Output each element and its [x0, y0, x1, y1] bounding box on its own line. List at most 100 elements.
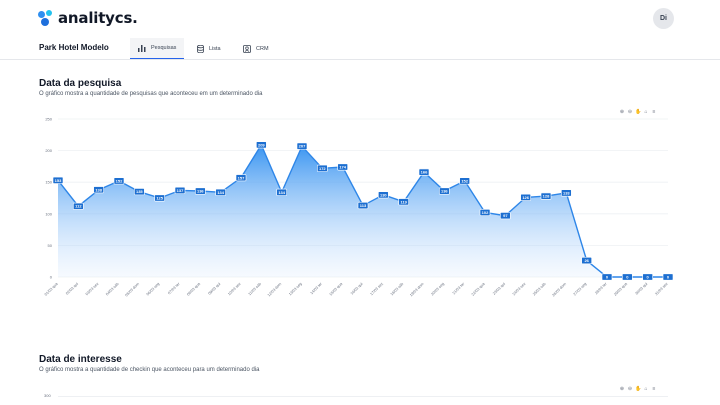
- data-label-box: [215, 188, 226, 196]
- data-label-box: [113, 177, 125, 185]
- hotel-name: Park Hotel Modelo: [39, 43, 109, 52]
- data-label-box: [418, 168, 430, 176]
- data-point[interactable]: 97: [500, 212, 511, 220]
- data-point[interactable]: 174: [337, 163, 348, 171]
- data-point[interactable]: 134: [215, 188, 226, 196]
- data-point[interactable]: 136: [195, 187, 206, 195]
- tab-label: Lista: [209, 45, 221, 52]
- data-point[interactable]: 209: [256, 141, 267, 149]
- data-label-box: [317, 164, 328, 172]
- y-tick-label: 150: [45, 180, 52, 185]
- data-label: 126: [522, 195, 529, 200]
- data-point[interactable]: 137: [174, 186, 186, 194]
- section-title-pesquisa: Data da pesquisa: [39, 78, 122, 89]
- logo-mark-icon: [38, 10, 54, 26]
- home-icon[interactable]: ⌂: [644, 386, 648, 392]
- data-label: 209: [258, 142, 265, 147]
- data-point[interactable]: 153: [52, 176, 64, 184]
- brand-logo[interactable]: analitycs.: [38, 9, 138, 27]
- data-point[interactable]: 0: [642, 273, 653, 281]
- data-label-box: [398, 198, 409, 206]
- data-point[interactable]: 102: [479, 209, 491, 217]
- x-tick-label: 31/03 sex: [654, 282, 669, 297]
- zoom-in-icon[interactable]: ⊕: [619, 109, 625, 115]
- x-tick-label: 15/03 qua: [329, 281, 344, 296]
- data-label: 0: [606, 275, 609, 280]
- x-tick-label: 21/03 ter: [452, 281, 466, 295]
- tab-pesquisas[interactable]: Pesquisas: [130, 38, 185, 59]
- zoom-out-icon[interactable]: ⊖: [627, 109, 633, 115]
- data-label: 26: [584, 258, 589, 263]
- data-point[interactable]: 128: [540, 192, 552, 200]
- logo-text: analitycs.: [58, 9, 138, 27]
- zoom-out-icon[interactable]: ⊖: [627, 386, 633, 392]
- data-point[interactable]: 157: [235, 174, 247, 182]
- x-tick-label: 09/03 qui: [207, 282, 221, 296]
- data-point[interactable]: 207: [296, 142, 308, 150]
- user-avatar[interactable]: Di: [653, 8, 674, 29]
- data-label-box: [439, 187, 450, 195]
- section-description-pesquisa: O gráfico mostra a quantidade de pesquis…: [39, 91, 263, 97]
- x-tick-label: 23/03 qui: [492, 282, 506, 296]
- pan-icon[interactable]: ✋: [635, 109, 642, 115]
- zoom-in-icon[interactable]: ⊕: [619, 386, 625, 392]
- data-label-box: [73, 202, 84, 210]
- data-point[interactable]: 166: [418, 168, 430, 176]
- data-label: 138: [95, 187, 102, 192]
- section-description-interesse: O gráfico mostra a quantidade de checkin…: [39, 367, 260, 373]
- data-label: 152: [116, 178, 123, 183]
- data-label: 112: [75, 204, 82, 209]
- grid-line: [58, 396, 668, 397]
- data-point[interactable]: 119: [398, 198, 409, 206]
- x-tick-label: 20/03 seg: [430, 282, 445, 297]
- data-point[interactable]: 113: [357, 202, 369, 210]
- data-point[interactable]: 26: [581, 257, 592, 265]
- bar-chart-icon: [138, 44, 146, 52]
- tab-lista[interactable]: Lista: [189, 38, 229, 59]
- data-label: 137: [177, 188, 184, 193]
- data-point[interactable]: 133: [561, 189, 572, 197]
- data-label-box: [93, 186, 104, 194]
- home-icon[interactable]: ⌂: [644, 109, 648, 115]
- data-label: 135: [136, 189, 143, 194]
- data-label: 153: [55, 178, 62, 183]
- x-tick-label: 26/03 dom: [552, 282, 568, 298]
- y-tick-label: 200: [45, 148, 52, 153]
- data-point[interactable]: 134: [276, 188, 287, 196]
- data-point[interactable]: 130: [378, 191, 389, 199]
- data-label: 134: [278, 190, 285, 195]
- data-label-box: [561, 189, 572, 197]
- menu-icon[interactable]: ≡: [652, 109, 656, 115]
- data-point[interactable]: 172: [317, 164, 328, 172]
- data-point[interactable]: 136: [439, 187, 450, 195]
- nav-bar: Park Hotel Modelo Pesquisas Lista CRM: [0, 36, 720, 60]
- x-tick-label: 05/03 dom: [125, 282, 141, 298]
- data-point[interactable]: 0: [622, 273, 633, 281]
- data-point[interactable]: 152: [113, 177, 125, 185]
- data-point[interactable]: 112: [73, 202, 84, 210]
- data-point[interactable]: 126: [520, 193, 531, 201]
- data-label: 136: [441, 189, 448, 194]
- data-label: 136: [197, 189, 204, 194]
- x-tick-label: 07/03 ter: [167, 281, 181, 295]
- x-tick-label: 02/03 qui: [65, 282, 79, 296]
- pan-icon[interactable]: ✋: [635, 386, 642, 392]
- data-point[interactable]: 0: [601, 273, 613, 281]
- x-tick-label: 24/03 sex: [512, 282, 527, 297]
- data-point[interactable]: 0: [662, 273, 674, 281]
- data-label: 172: [319, 166, 326, 171]
- x-tick-label: 18/03 sáb: [390, 282, 405, 297]
- data-point[interactable]: 138: [93, 186, 104, 194]
- data-point[interactable]: 135: [134, 188, 145, 196]
- data-point[interactable]: 152: [459, 177, 470, 185]
- x-tick-label: 25/03 sáb: [532, 282, 547, 297]
- x-tick-label: 27/03 seg: [573, 282, 588, 297]
- x-tick-label: 06/03 seg: [146, 282, 161, 297]
- tab-crm[interactable]: CRM: [235, 38, 277, 59]
- x-tick-label: 30/03 qui: [634, 282, 648, 296]
- data-label: 166: [421, 170, 428, 175]
- data-label-box: [479, 209, 491, 217]
- menu-icon[interactable]: ≡: [652, 386, 656, 392]
- x-tick-label: 22/03 qua: [471, 281, 486, 296]
- data-point[interactable]: 125: [154, 194, 165, 202]
